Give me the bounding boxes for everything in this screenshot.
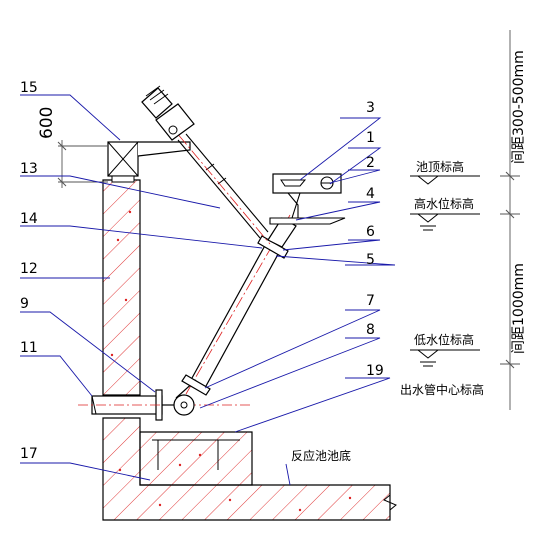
inclined-pipe xyxy=(181,214,297,396)
level-markers xyxy=(410,175,480,367)
callout-3: 3 xyxy=(366,100,375,116)
callout-8: 8 xyxy=(366,322,375,338)
dimension-lines xyxy=(500,30,520,410)
callout-7: 7 xyxy=(366,293,375,309)
callout-11: 11 xyxy=(20,340,38,356)
callout-12: 12 xyxy=(20,261,38,277)
actuator-assembly xyxy=(107,85,271,245)
label-low-water: 低水位标高 xyxy=(414,332,474,347)
dimension-600: 600 xyxy=(37,107,57,139)
leader-lines xyxy=(20,94,396,481)
decanter-head xyxy=(269,173,346,225)
callout-5: 5 xyxy=(366,252,375,268)
break-mark xyxy=(383,485,397,520)
callout-17: 17 xyxy=(20,446,38,462)
callout-labels: 15 13 14 12 9 11 17 3 1 2 4 6 5 7 8 19 xyxy=(20,80,384,462)
dimension-spacing-lower: 间距1000mm xyxy=(511,263,527,354)
outlet-pipe xyxy=(78,389,250,421)
label-high-water: 高水位标高 xyxy=(414,196,474,211)
callout-19: 19 xyxy=(366,363,384,379)
motor-head xyxy=(141,87,173,119)
label-tank-floor: 反应池池底 xyxy=(291,448,351,463)
left-wall xyxy=(102,179,141,396)
lower-flange xyxy=(181,374,211,396)
float-plate xyxy=(269,217,346,225)
callout-2: 2 xyxy=(366,155,375,171)
callout-4: 4 xyxy=(366,186,375,202)
label-outlet-center: 出水管中心标高 xyxy=(400,382,484,397)
callout-15: 15 xyxy=(20,80,38,96)
label-pool-top: 池顶标高 xyxy=(416,159,464,174)
callout-14: 14 xyxy=(20,211,38,227)
callout-9: 9 xyxy=(20,296,29,312)
pool-top-level xyxy=(410,175,480,185)
support-pier xyxy=(139,431,253,486)
dimension-spacing-upper: 间距300-500mm xyxy=(511,50,527,164)
concrete-structure xyxy=(102,179,397,521)
callout-1: 1 xyxy=(366,130,375,146)
callout-13: 13 xyxy=(20,161,38,177)
high-water-level xyxy=(410,213,480,231)
rotary-elbow xyxy=(173,379,197,416)
callout-6: 6 xyxy=(366,224,375,240)
top-dimension xyxy=(57,140,108,188)
low-water-level xyxy=(410,349,480,367)
